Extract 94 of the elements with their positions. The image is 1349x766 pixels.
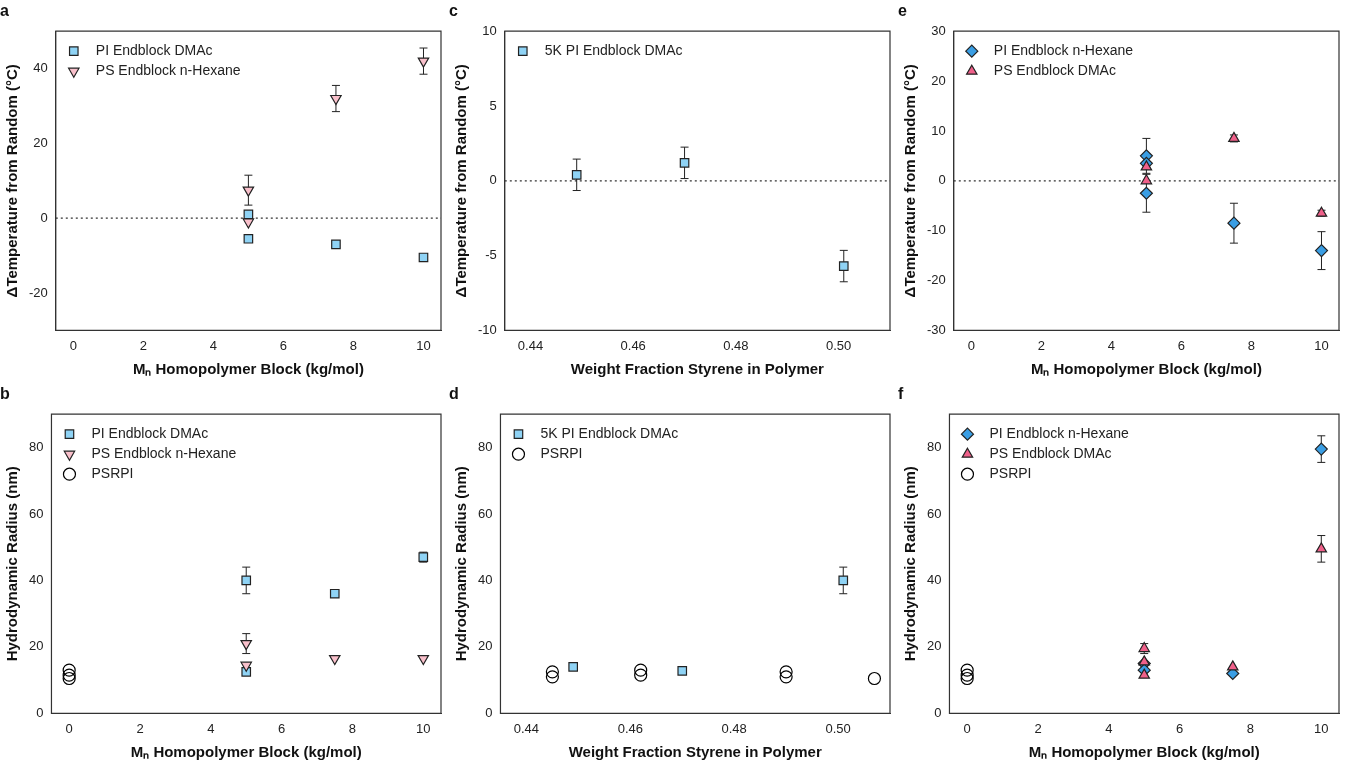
legend-label: 5K PI Endblock DMAc	[544, 42, 683, 59]
y-tick-label: 40	[477, 572, 493, 587]
legend-label: PI Endblock DMAc	[91, 425, 209, 442]
legend-label: PSRPI	[540, 445, 583, 462]
x-axis-title: Weight Fraction Styrene in Polymer	[570, 360, 825, 378]
x-tick-label: 0.46	[617, 720, 643, 736]
x-tick-label: 6	[1177, 337, 1186, 353]
legend-label: PS Endblock n-Hexane	[95, 62, 241, 79]
y-tick-label: 40	[926, 572, 942, 587]
y-tick-label: 40	[33, 60, 48, 76]
y-tick-label: 20	[28, 638, 44, 654]
x-tick-label: 6	[1176, 720, 1184, 736]
x-tick-label: 8	[1246, 720, 1255, 736]
y-tick-label: 0	[938, 172, 946, 188]
y-tick-label: 30	[931, 22, 946, 38]
x-tick-label: 0.44	[517, 337, 544, 353]
x-tick-label: 8	[1247, 337, 1256, 353]
y-axis-title: ΔTemperature from Random (°C)	[901, 64, 919, 298]
y-tick-label: -30	[926, 321, 946, 337]
y-tick-label: 60	[477, 505, 493, 521]
x-tick-label: 0	[65, 720, 73, 736]
y-tick-label: 40	[28, 572, 44, 587]
legend-label: 5K PI Endblock DMAc	[540, 425, 679, 442]
y-axis-title: Hydrodynamic Radius (nm)	[452, 466, 470, 662]
y-tick-label: 60	[926, 505, 942, 521]
x-tick-label: 0.50	[825, 720, 851, 736]
chart-title: e	[898, 2, 907, 20]
y-tick-label: -20	[28, 284, 48, 300]
y-tick-label: 10	[931, 122, 946, 138]
chart-title: b	[0, 385, 10, 403]
legend-label: PSRPI	[91, 465, 134, 482]
legend-label: PI Endblock n-Hexane	[989, 425, 1129, 442]
x-tick-label: 10	[1314, 720, 1329, 736]
x-tick-label: 4	[1107, 337, 1115, 353]
y-tick-label: 20	[931, 72, 946, 88]
x-tick-label: 2	[139, 337, 147, 353]
x-tick-label: 10	[416, 720, 431, 736]
legend-label: PI Endblock n-Hexane	[993, 42, 1134, 59]
y-axis-title: Hydrodynamic Radius (nm)	[901, 466, 919, 662]
x-axis-title: Mₙ Homopolymer Block (kg/mol)	[1030, 360, 1262, 378]
chart-title: c	[449, 2, 458, 20]
y-tick-label: 80	[926, 439, 942, 455]
y-tick-label: 0	[40, 209, 48, 225]
chart-title: a	[0, 2, 9, 20]
x-tick-label: 2	[136, 720, 144, 736]
x-tick-label: 6	[278, 720, 286, 736]
y-tick-label: 20	[33, 134, 48, 150]
x-tick-label: 8	[348, 720, 357, 736]
x-tick-label: 0.44	[513, 720, 540, 736]
y-tick-label: 80	[28, 439, 44, 455]
y-axis-title: ΔTemperature from Random (°C)	[452, 64, 470, 298]
x-tick-label: 10	[1314, 337, 1329, 353]
x-tick-label: 0	[963, 720, 971, 736]
legend-label: PS Endblock DMAc	[993, 62, 1116, 79]
legend-label: PS Endblock n-Hexane	[91, 445, 237, 462]
x-tick-label: 10	[416, 337, 431, 353]
y-axis-title: ΔTemperature from Random (°C)	[3, 64, 21, 298]
legend-label: PS Endblock DMAc	[989, 445, 1112, 462]
x-tick-label: 0	[69, 337, 77, 353]
legend-label: PSRPI	[989, 465, 1032, 482]
x-tick-label: 0.48	[721, 720, 747, 736]
x-tick-label: 2	[1034, 720, 1042, 736]
y-tick-label: 0	[485, 704, 493, 720]
y-tick-label: 0	[36, 704, 44, 720]
y-tick-label: -10	[926, 222, 946, 238]
x-tick-label: 0	[967, 337, 975, 353]
y-tick-label: -20	[926, 272, 946, 288]
x-tick-label: 4	[207, 720, 215, 736]
y-tick-label: 5	[489, 97, 497, 113]
x-axis-title: Mₙ Homopolymer Block (kg/mol)	[130, 743, 362, 761]
y-tick-label: 60	[28, 505, 44, 521]
y-tick-label: 10	[482, 22, 497, 38]
x-tick-label: 0.50	[825, 337, 852, 353]
x-tick-label: 0.46	[620, 337, 646, 353]
y-tick-label: 0	[489, 172, 497, 188]
x-tick-label: 6	[279, 337, 288, 353]
x-axis-title: Mₙ Homopolymer Block (kg/mol)	[132, 360, 364, 378]
y-tick-label: 0	[934, 704, 942, 720]
x-axis-title: Weight Fraction Styrene in Polymer	[568, 743, 822, 761]
y-tick-label: 20	[477, 638, 493, 654]
y-axis-title: Hydrodynamic Radius (nm)	[3, 466, 21, 662]
x-tick-label: 2	[1037, 337, 1045, 353]
x-axis-title: Mₙ Homopolymer Block (kg/mol)	[1028, 743, 1260, 761]
x-tick-label: 8	[349, 337, 358, 353]
chart-title: f	[898, 385, 904, 403]
y-tick-label: 80	[477, 439, 493, 455]
y-tick-label: -5	[485, 247, 497, 263]
legend-label: PI Endblock DMAc	[95, 42, 213, 59]
x-tick-label: 4	[209, 337, 217, 353]
y-tick-label: -10	[477, 321, 497, 337]
x-tick-label: 4	[1105, 720, 1113, 736]
x-tick-label: 0.48	[723, 337, 749, 353]
chart-title: d	[449, 385, 459, 403]
y-tick-label: 20	[926, 638, 942, 654]
